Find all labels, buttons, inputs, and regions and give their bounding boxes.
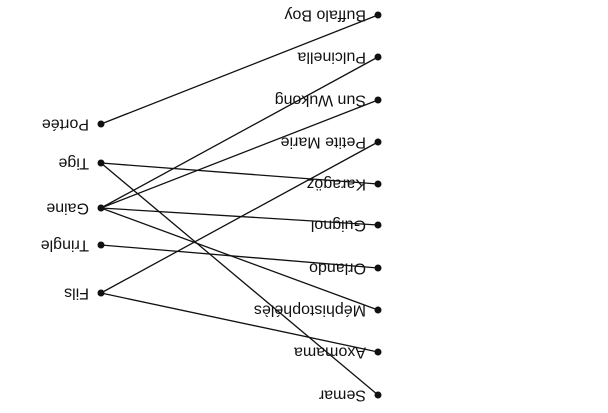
- edge-fils-petite-marie: [100, 141, 379, 294]
- node-label: Fils: [64, 285, 89, 302]
- node-label: Axomama: [294, 344, 366, 361]
- edge-gaine-guignol: [100, 207, 379, 226]
- node-label: Tringle: [41, 237, 89, 254]
- node-dot: [374, 138, 382, 146]
- edge-tige-karagoz: [100, 162, 379, 185]
- node-dot: [97, 204, 105, 212]
- edge-tringle-orlando: [100, 244, 379, 269]
- edge-portee-buffalo-boy: [100, 14, 379, 125]
- right-node-guignol: Guignol: [311, 217, 382, 234]
- node-label: Pulcinella: [297, 49, 366, 66]
- right-node-karagoz: Karagöz: [306, 176, 382, 193]
- right-node-mephistopheles: Méphistophélès: [254, 302, 382, 319]
- node-dot: [374, 180, 382, 188]
- left-node-fils: Fils: [64, 285, 105, 302]
- node-dot: [97, 289, 105, 297]
- right-node-orlando: Orlando: [309, 260, 382, 277]
- left-node-portee: Portée: [42, 116, 105, 133]
- node-dot: [374, 391, 382, 399]
- node-label: Semar: [318, 387, 366, 404]
- left-node-gaine: Gaine: [46, 200, 105, 217]
- node-label: Karagöz: [306, 176, 366, 193]
- edge-gaine-pulcinella: [100, 56, 379, 209]
- edge-gaine-sun-wukong: [100, 99, 379, 209]
- node-dot: [374, 11, 382, 19]
- right-node-pulcinella: Pulcinella: [297, 49, 382, 66]
- node-dot: [97, 241, 105, 249]
- node-dot: [374, 221, 382, 229]
- node-label: Gaine: [46, 200, 89, 217]
- node-label: Sun Wukong: [275, 92, 366, 109]
- node-dot: [97, 120, 105, 128]
- node-label: Portée: [42, 116, 89, 133]
- node-dot: [374, 96, 382, 104]
- node-label: Petite Marie: [281, 134, 366, 151]
- right-node-column: Buffalo Boy Pulcinella Sun Wukong Petite Ma…: [254, 7, 382, 404]
- node-label: Guignol: [311, 217, 366, 234]
- node-dot: [374, 348, 382, 356]
- left-node-tige: Tige: [58, 155, 105, 172]
- node-label: Buffalo Boy: [284, 7, 366, 24]
- node-dot: [374, 53, 382, 61]
- right-node-semar: Semar: [318, 387, 382, 404]
- node-label: Tige: [58, 155, 89, 172]
- left-node-column: Portée Tige Gaine Tringle Fils: [41, 116, 105, 302]
- node-label: Méphistophélès: [254, 302, 366, 319]
- node-label: Orlando: [309, 260, 366, 277]
- edge-tige-semar: [100, 162, 379, 396]
- node-dot: [374, 306, 382, 314]
- rotated-diagram-group: Portée Tige Gaine Tringle Fils Buffalo Boy Pu…: [41, 7, 382, 404]
- connector-lines: [100, 14, 379, 396]
- node-dot: [374, 264, 382, 272]
- node-dot: [97, 159, 105, 167]
- right-node-axomama: Axomama: [294, 344, 382, 361]
- edge-fils-axomama: [100, 292, 379, 353]
- right-node-petite-marie: Petite Marie: [281, 134, 382, 151]
- edge-gaine-mephistopheles: [100, 207, 379, 311]
- left-node-tringle: Tringle: [41, 237, 105, 254]
- right-node-sun-wukong: Sun Wukong: [275, 92, 382, 109]
- right-node-buffalo-boy: Buffalo Boy: [284, 7, 382, 24]
